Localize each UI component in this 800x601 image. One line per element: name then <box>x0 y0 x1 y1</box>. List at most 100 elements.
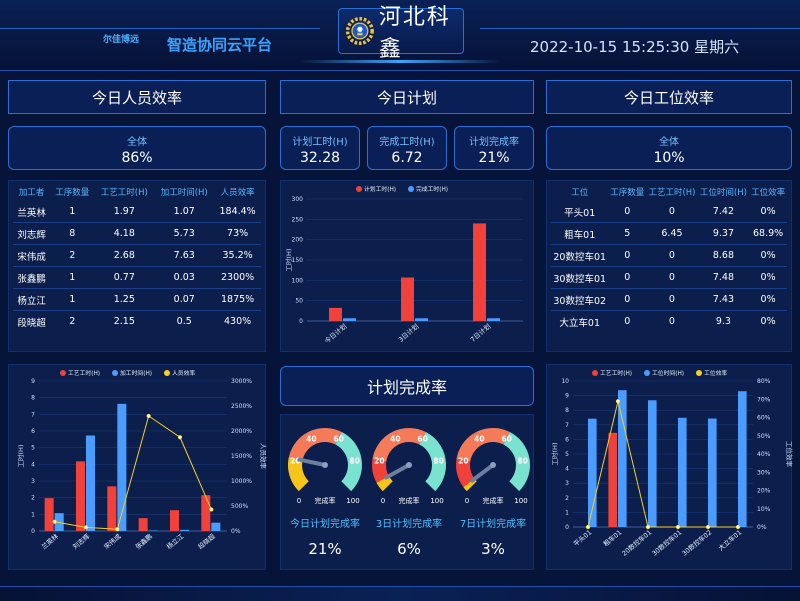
table-cell: 0% <box>749 244 787 267</box>
y-tick-label: 6 <box>31 428 35 435</box>
plan-summary-label: 完成工时(H) <box>379 137 435 148</box>
table-cell: 张鑫鹏 <box>13 266 51 289</box>
gear-emblem-icon <box>345 16 374 46</box>
table-cell: 大立车01 <box>559 317 600 329</box>
legend-label: 工位效率 <box>704 369 727 377</box>
table-row[interactable]: 宋伟成 2 2.68 7.63 35.2% <box>13 244 261 267</box>
gauge-tick-label: 40 <box>474 434 484 443</box>
gauge-value: 3% <box>481 540 505 558</box>
plan-summary-value: 21% <box>478 150 510 166</box>
x-tick-label: 平头01 <box>571 528 593 549</box>
table-cell: 1 <box>50 201 95 223</box>
table-cell: 1.07 <box>154 201 215 223</box>
table-row[interactable]: 刘志辉 8 4.18 5.73 73% <box>13 222 261 245</box>
table-cell: 30数控车01 <box>551 266 609 289</box>
y2-tick-label: 10% <box>757 506 771 513</box>
bar <box>401 277 414 321</box>
line-point <box>615 399 621 404</box>
table-row[interactable]: 粗车01 5 6.45 9.37 68.9% <box>551 222 787 245</box>
table-row[interactable]: 张鑫鹏 1 0.77 0.03 2300% <box>13 266 261 289</box>
y2-axis-label: 人员效率 <box>259 443 267 470</box>
column-header: 加工时间(H) <box>160 188 208 198</box>
table-cell: 0.07 <box>154 288 215 311</box>
gauge-band-high <box>419 432 446 492</box>
table-row[interactable]: 20数控车01 0 0 8.68 0% <box>551 244 787 267</box>
bar <box>678 417 687 527</box>
table-cell: 30数控车02 <box>551 288 609 311</box>
gauge-min-label: 0 <box>381 497 385 505</box>
table-cell: 1875% <box>214 288 261 311</box>
y-tick-label: 8 <box>31 395 35 402</box>
line-point <box>735 524 741 530</box>
gauge-7day: 20 40 60 80 0 完成率 100 7日计划完成率 3% <box>451 419 535 558</box>
y2-axis-label: 工位效率 <box>785 441 793 468</box>
table-cell: 平头01 <box>551 201 609 223</box>
table-row[interactable]: 兰英林 1 1.97 1.07 184.4% <box>13 201 261 223</box>
x-tick-label: 刘志辉 <box>71 531 92 551</box>
table-row[interactable]: 平头01 0 0 7.42 0% <box>551 201 787 223</box>
table-row[interactable]: 段晓超 2 2.15 0.5 430% <box>13 311 261 333</box>
y-tick-label: 300 <box>292 196 304 203</box>
gauge-needle <box>470 463 495 483</box>
y-axis-label: 工时(H) <box>550 443 559 466</box>
x-tick-label: 宋伟成 <box>102 531 123 551</box>
platform-title: 智造协同云平台 <box>167 36 273 54</box>
table-row[interactable]: 大立车01 0 0 9.3 0% <box>551 311 787 333</box>
table-cell: 2300% <box>214 266 261 289</box>
gauge-band-mid <box>372 428 426 462</box>
x-tick-label: 3日计划 <box>396 322 420 344</box>
table-cell: 0 <box>646 266 698 289</box>
bar <box>608 432 617 527</box>
gauge-band-mid <box>288 428 342 462</box>
y-tick-label: 50 <box>295 298 303 305</box>
gauge-unit-label: 完成率 <box>399 496 420 505</box>
table-cell: 0 <box>646 244 698 267</box>
y-tick-label: 3 <box>31 478 35 485</box>
line-point <box>177 435 183 440</box>
bar <box>75 461 85 531</box>
y2-tick-label: 3000% <box>231 378 252 385</box>
bar <box>343 318 356 321</box>
y-tick-label: 8 <box>565 407 569 414</box>
table-row[interactable]: 30数控车02 0 0 7.43 0% <box>551 288 787 311</box>
y-tick-label: 9 <box>565 393 569 400</box>
line-point <box>705 524 711 530</box>
y-tick-label: 250 <box>292 216 304 223</box>
station-table-panel: 工位 工序数量 工艺工时(H) 工位时间(H) 工位效率 平头01 0 0 7.… <box>546 180 792 352</box>
x-tick-label: 粗车01 <box>601 528 623 549</box>
station-table: 工位 工序数量 工艺工时(H) 工位时间(H) 工位效率 平头01 0 0 7.… <box>551 183 787 332</box>
table-cell: 2 <box>50 244 95 267</box>
column-header: 工艺工时(H) <box>100 188 148 198</box>
y-tick-label: 3 <box>565 480 569 487</box>
gauge-tick-label: 60 <box>333 434 343 443</box>
plan-summary-rate: 计划完成率 21% <box>454 126 534 170</box>
gauge-band-high <box>503 432 530 492</box>
table-cell: 2 <box>69 316 76 327</box>
table-row[interactable]: 30数控车01 0 0 7.48 0% <box>551 266 787 289</box>
company-badge: 河北科鑫 <box>338 5 464 62</box>
line-point <box>675 524 681 530</box>
column-header: 工位 <box>571 188 589 198</box>
footer-bar <box>0 586 800 601</box>
gauge-max-label: 100 <box>430 497 443 505</box>
x-tick-label: 20数控车01 <box>620 528 653 558</box>
gauge-unit-label: 完成率 <box>315 496 336 505</box>
bar <box>329 307 342 321</box>
table-cell: 7.43 <box>697 288 750 311</box>
y2-tick-label: 30% <box>757 469 771 476</box>
table-cell: 0 <box>646 201 698 223</box>
header-glow <box>300 60 500 63</box>
gauge-tick-label: 80 <box>433 456 443 465</box>
y2-tick-label: 0% <box>231 528 241 535</box>
gauge-tick-label: 20 <box>290 456 300 465</box>
plan-bar-chart: 0 50 100 150 200 250 300 工时(H) 今日计划 3日计划 7日计划 计划工时(… <box>284 185 523 345</box>
table-cell: 1 <box>50 266 95 289</box>
y-tick-label: 2 <box>565 495 569 502</box>
table-cell: 73% <box>214 222 261 245</box>
section-title-personnel: 今日人员效率 <box>8 80 266 114</box>
plan-summary-completed: 完成工时(H) 6.72 <box>367 126 447 170</box>
table-row[interactable]: 杨立江 1 1.25 0.07 1875% <box>13 288 261 311</box>
table-cell: 6.45 <box>646 222 698 245</box>
personnel-table-panel: 加工者 工序数量 工艺工时(H) 加工时间(H) 人员效率 兰英林 1 1.97… <box>8 180 266 352</box>
bar <box>588 418 597 527</box>
